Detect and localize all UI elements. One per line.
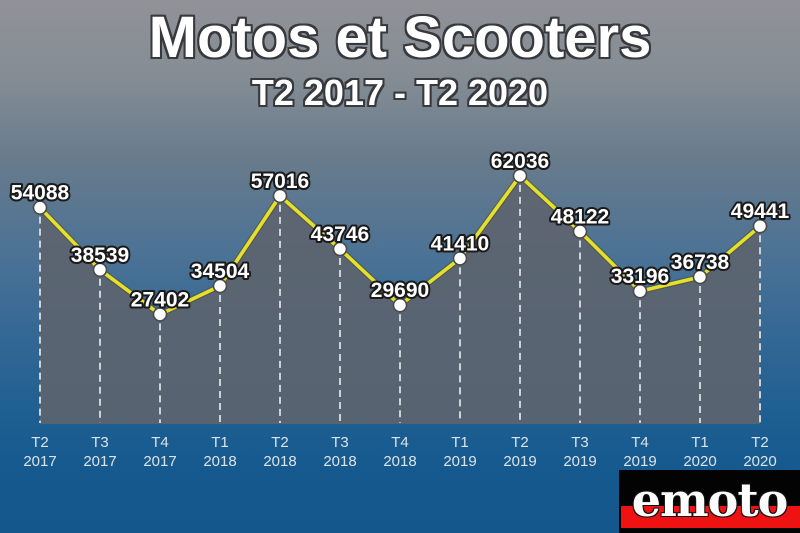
logo-red-stripe — [621, 506, 800, 528]
x-axis-label: T1 2019 — [443, 434, 476, 470]
data-point-marker — [272, 188, 288, 204]
data-point-label: 62036 — [491, 150, 549, 173]
logo-text: emoto — [631, 472, 789, 527]
data-point-label: 33196 — [611, 265, 669, 288]
data-point-label: 57016 — [251, 170, 309, 193]
x-axis-label: T3 2019 — [563, 434, 596, 470]
data-point-marker — [332, 241, 348, 257]
page-title: Motos et Scooters — [148, 5, 652, 70]
data-point-label: 38539 — [71, 244, 129, 267]
data-point-label: 34504 — [191, 260, 250, 283]
data-point-label: 41410 — [431, 232, 489, 255]
x-axis-label: T2 2017 — [23, 434, 56, 470]
data-point-label: 48122 — [551, 206, 609, 229]
x-axis-label: T2 2020 — [743, 434, 776, 470]
data-point-marker — [212, 278, 228, 294]
data-point-label: 54088 — [11, 182, 70, 205]
data-point-label: 27402 — [131, 288, 189, 311]
data-point-label: 36738 — [671, 251, 730, 274]
x-axis-label: T4 2018 — [383, 434, 416, 470]
data-point-marker — [92, 262, 108, 278]
x-axis-label: T3 2018 — [323, 434, 356, 470]
x-axis-label: T1 2020 — [683, 434, 716, 470]
data-point-label: 43746 — [311, 223, 369, 246]
data-point-marker — [392, 297, 408, 313]
x-axis-label: T3 2017 — [83, 434, 116, 470]
data-point-marker — [692, 269, 708, 285]
x-axis-label: T4 2019 — [623, 434, 656, 470]
data-point-marker — [752, 218, 768, 234]
data-point-label: 49441 — [731, 200, 790, 223]
x-axis-label: T4 2017 — [143, 434, 176, 470]
data-point-marker — [152, 307, 168, 322]
data-point-marker — [452, 251, 468, 266]
emoto-logo: emoto — [619, 470, 800, 533]
data-point-marker — [512, 168, 528, 184]
x-axis-label: T2 2018 — [263, 434, 296, 470]
x-axis-label: T2 2019 — [503, 434, 536, 470]
data-point-label: 29690 — [371, 279, 429, 302]
page-subtitle: T2 2017 - T2 2020 — [251, 72, 549, 113]
data-point-marker — [632, 283, 648, 299]
x-axis-label: T1 2018 — [203, 434, 236, 470]
data-point-marker — [572, 224, 588, 239]
data-point-marker — [32, 200, 48, 215]
